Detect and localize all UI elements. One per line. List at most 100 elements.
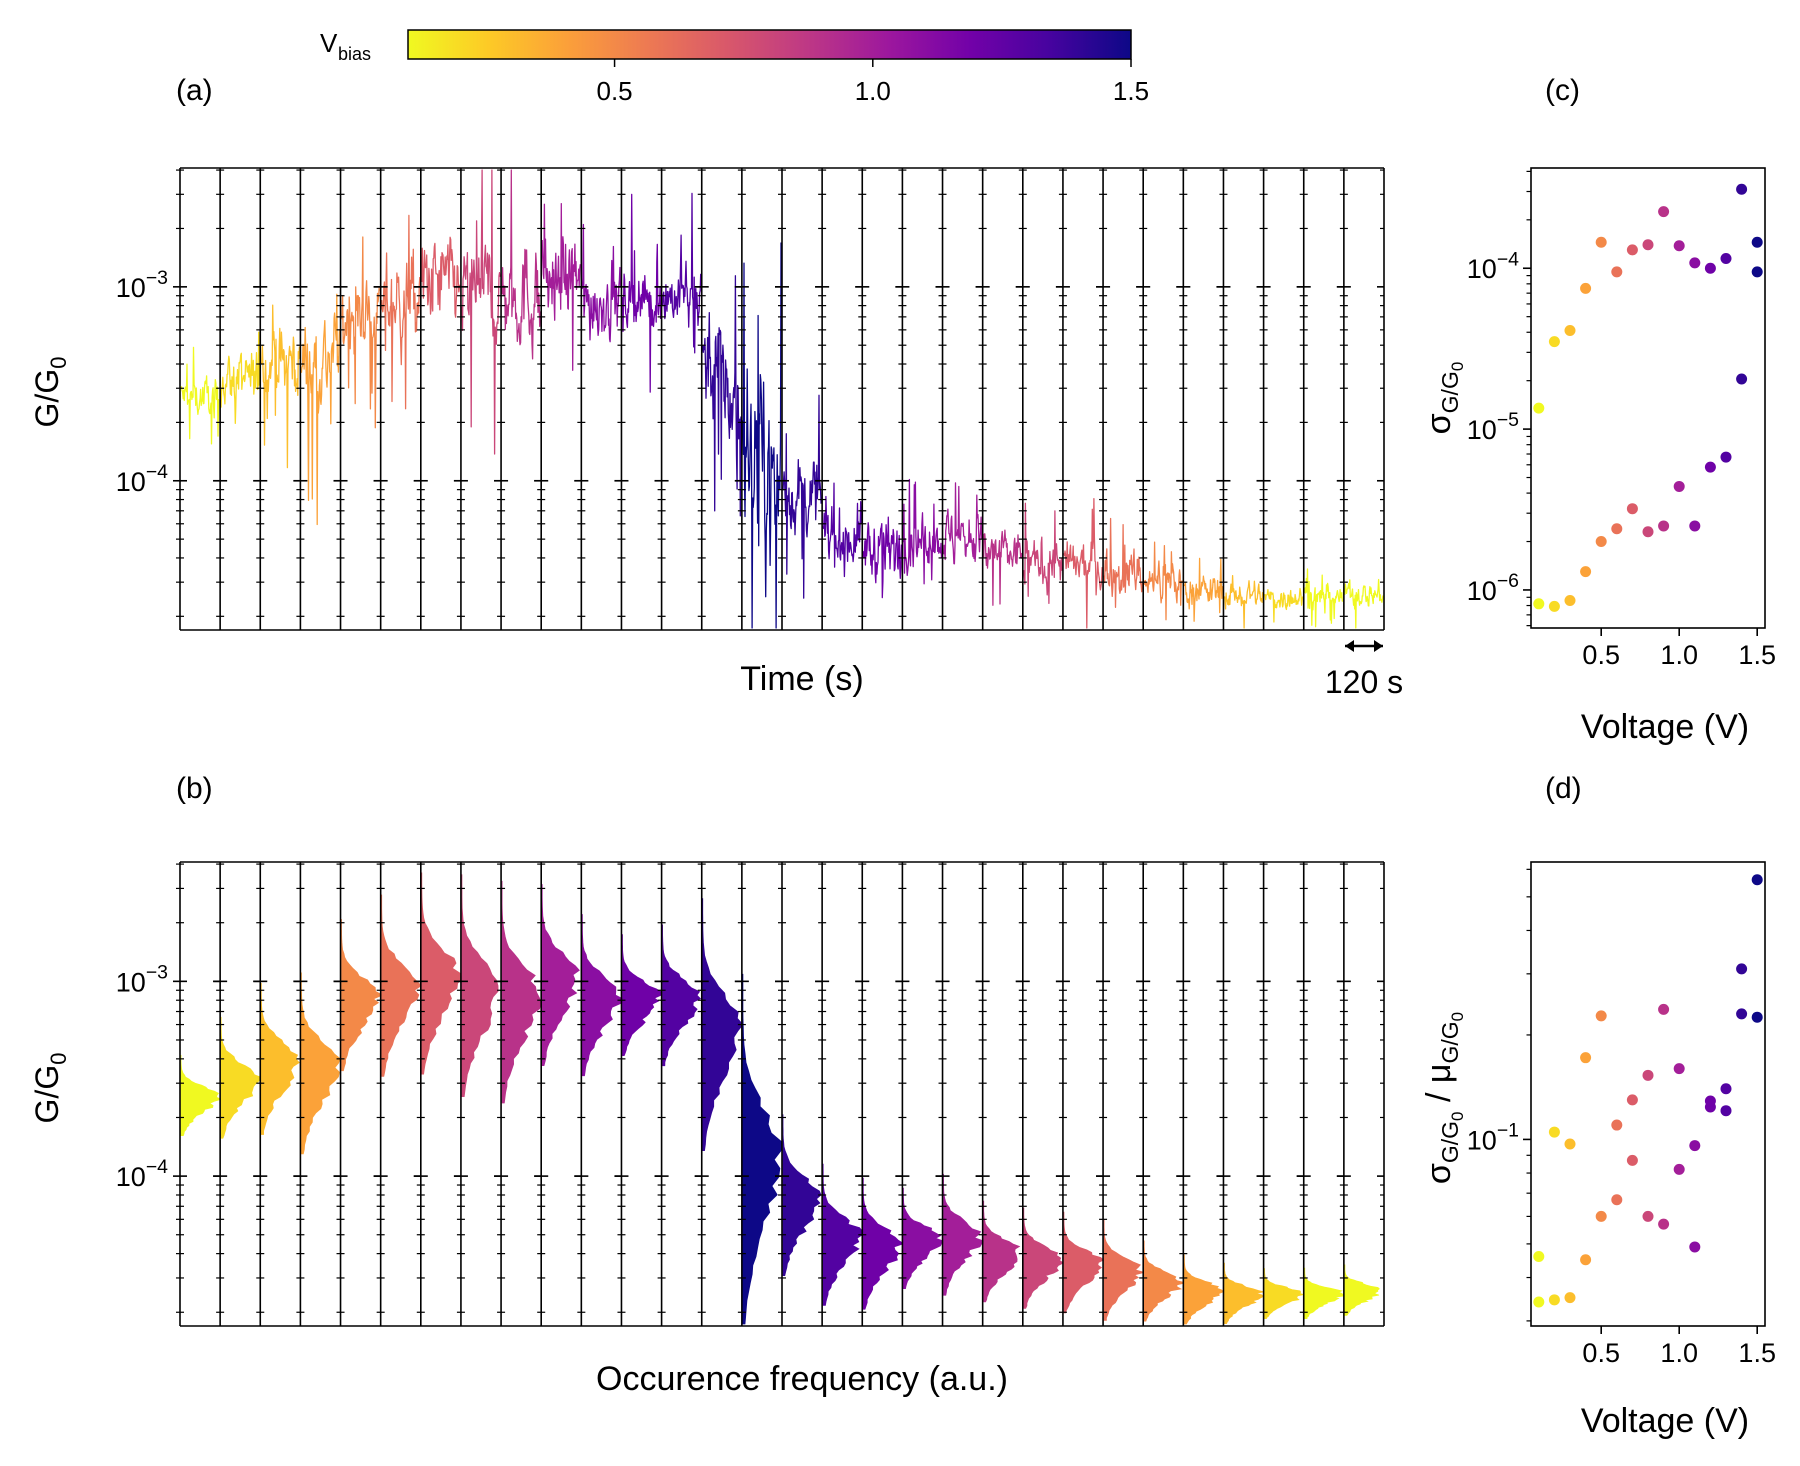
time-trace — [702, 275, 742, 517]
time-trace — [1304, 568, 1344, 628]
time-trace — [822, 482, 862, 578]
scatter-point — [1533, 1296, 1545, 1308]
time-trace — [581, 223, 622, 343]
time-trace — [1103, 517, 1143, 608]
plot-frame — [1530, 167, 1766, 629]
scatter-point — [1595, 1210, 1607, 1222]
colorbar-tick-label: 0.5 — [596, 76, 632, 106]
panel-b-histograms: 10−3 10−4 G/G0 Occurence frequency (a.u.) — [29, 861, 1385, 1398]
time-trace — [541, 202, 581, 371]
scatter-point — [1720, 1083, 1732, 1095]
histogram — [702, 898, 744, 1151]
time-trace — [220, 331, 260, 424]
histogram — [381, 894, 422, 1077]
panel-b-axes: 10−3 10−4 — [116, 861, 1385, 1327]
scatter-point — [1611, 1194, 1623, 1206]
scatter-point — [1626, 1094, 1638, 1106]
y-tick-label: 10−3 — [116, 961, 168, 997]
scatter-point — [1689, 257, 1701, 269]
histogram — [300, 972, 341, 1155]
scatter-point — [1548, 1294, 1560, 1306]
scatter-point — [1580, 1052, 1592, 1064]
panel-b-ylabel: G/G0 — [29, 1053, 71, 1124]
scatter-point — [1580, 566, 1592, 578]
scatter-point — [1580, 1254, 1592, 1266]
histogram — [1143, 1240, 1186, 1322]
scatter-point — [1673, 1063, 1685, 1075]
scatter-point — [1720, 1105, 1732, 1117]
panel-a-xlabel: Time (s) — [740, 660, 863, 698]
scatter-point — [1564, 594, 1576, 606]
scatter-point — [1611, 266, 1623, 278]
scatter-point — [1626, 503, 1638, 515]
scatter-point — [1626, 1154, 1638, 1166]
time-trace — [1223, 574, 1264, 629]
plot-frame — [1530, 861, 1766, 1327]
histogram — [822, 1163, 863, 1306]
scale-bar: 120 s — [1325, 640, 1403, 700]
scatter-point — [1564, 325, 1576, 337]
scatter-point — [1626, 244, 1638, 256]
histogram — [341, 919, 384, 1072]
scatter-point — [1533, 402, 1545, 414]
scale-bar-label: 120 s — [1325, 664, 1403, 700]
scatter-point — [1548, 336, 1560, 348]
time-trace — [1344, 578, 1384, 629]
scatter-point — [1736, 183, 1748, 195]
scatter-point — [1595, 1010, 1607, 1022]
panel-c-ylabel: σG/G0 — [1420, 362, 1467, 435]
scatter-point — [1611, 1119, 1623, 1131]
panel-c-axes: 0.5 1.0 1.5 10−4 10−5 10−6 — [1467, 167, 1776, 670]
time-trace — [1183, 557, 1224, 622]
panel-d-points — [1533, 874, 1763, 1308]
panel-a-axes: 10−3 10−4 — [116, 167, 1385, 631]
scatter-point — [1533, 598, 1545, 610]
scatter-point — [1533, 1250, 1545, 1262]
scatter-point — [1642, 1210, 1654, 1222]
time-trace — [902, 478, 943, 585]
scatter-point — [1751, 266, 1763, 278]
y-tick-label: 10−4 — [1467, 248, 1519, 284]
scatter-point — [1548, 600, 1560, 612]
x-tick-label: 0.5 — [1582, 640, 1620, 670]
histogram — [1063, 1211, 1105, 1314]
histogram — [903, 1187, 943, 1289]
panel-b-xlabel: Occurence frequency (a.u.) — [596, 1360, 1008, 1398]
y-tick-label: 10−5 — [1467, 409, 1519, 445]
scatter-point — [1689, 1241, 1701, 1253]
histogram — [1304, 1267, 1347, 1319]
scatter-point — [1751, 1011, 1763, 1023]
panel-a-series — [180, 169, 1384, 629]
histogram — [1264, 1268, 1306, 1319]
scatter-point — [1658, 520, 1670, 532]
x-tick-label: 1.0 — [1660, 640, 1698, 670]
histogram — [622, 934, 662, 1056]
scatter-point — [1595, 236, 1607, 248]
panel-b-series — [180, 872, 1380, 1325]
time-trace — [1023, 502, 1063, 605]
scatter-point — [1595, 536, 1607, 548]
scatter-point — [1720, 252, 1732, 264]
x-tick-label: 1.5 — [1738, 1338, 1776, 1368]
panel-a-ylabel: G/G0 — [29, 357, 71, 428]
y-tick-label: 10−4 — [116, 1156, 168, 1192]
time-trace — [381, 214, 421, 410]
time-trace — [461, 169, 501, 455]
scatter-point — [1736, 373, 1748, 385]
histogram — [662, 924, 702, 1067]
time-trace — [782, 394, 822, 599]
scatter-point — [1580, 282, 1592, 294]
x-tick-label: 1.5 — [1738, 640, 1776, 670]
panel-d-scatter: 0.5 1.0 1.5 10−1 σG/G0 / μG/G0 Voltage (V) — [1420, 861, 1776, 1440]
colorbar-label: V — [320, 28, 338, 58]
scatter-point — [1704, 262, 1716, 274]
time-trace — [341, 236, 381, 429]
histogram — [501, 880, 542, 1104]
histogram — [461, 874, 499, 1097]
y-tick-label: 10−6 — [1467, 570, 1519, 606]
scatter-point — [1658, 1218, 1670, 1230]
time-trace — [300, 293, 341, 526]
time-trace — [742, 242, 782, 629]
scatter-point — [1736, 1008, 1748, 1020]
histogram — [862, 1177, 905, 1310]
